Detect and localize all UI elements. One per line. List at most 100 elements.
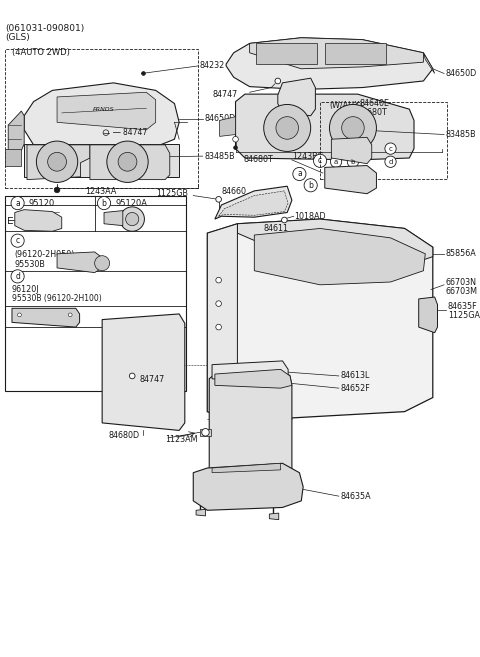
Text: 84680D: 84680D <box>109 430 140 440</box>
Circle shape <box>95 256 109 271</box>
Text: 95120: 95120 <box>29 198 55 208</box>
Circle shape <box>118 152 137 171</box>
Text: 84680T: 84680T <box>358 108 387 118</box>
Text: 85856A: 85856A <box>446 249 477 258</box>
Text: a: a <box>334 159 338 165</box>
Circle shape <box>11 270 24 283</box>
Polygon shape <box>219 117 236 137</box>
Polygon shape <box>218 191 288 216</box>
Circle shape <box>276 117 299 139</box>
Text: c: c <box>15 236 20 245</box>
Text: 1125GA: 1125GA <box>448 311 480 321</box>
Circle shape <box>48 152 66 171</box>
Circle shape <box>11 196 24 210</box>
Text: 66703N: 66703N <box>446 277 477 286</box>
Polygon shape <box>236 94 414 160</box>
Text: 84613L: 84613L <box>341 371 370 380</box>
Polygon shape <box>209 369 292 479</box>
Circle shape <box>216 277 221 283</box>
Polygon shape <box>419 297 437 332</box>
Circle shape <box>293 168 306 181</box>
Circle shape <box>282 217 287 223</box>
Circle shape <box>97 196 110 210</box>
Text: (GLS): (GLS) <box>5 34 30 42</box>
Circle shape <box>130 373 135 378</box>
Circle shape <box>329 104 376 151</box>
Text: c: c <box>389 146 393 152</box>
Polygon shape <box>57 252 102 273</box>
Text: 84635F: 84635F <box>448 302 478 311</box>
Circle shape <box>142 72 145 76</box>
Polygon shape <box>215 186 292 219</box>
Text: 84650D: 84650D <box>446 69 477 78</box>
Text: 84680T: 84680T <box>243 156 273 164</box>
Text: 84660: 84660 <box>221 187 246 196</box>
Circle shape <box>68 313 72 317</box>
Circle shape <box>385 143 396 154</box>
Circle shape <box>126 212 139 225</box>
Text: 1243BC: 1243BC <box>292 152 323 160</box>
Text: 84652F: 84652F <box>341 384 371 393</box>
Text: T: T <box>285 124 289 133</box>
Text: a: a <box>297 170 302 179</box>
Polygon shape <box>278 78 315 116</box>
Text: b: b <box>308 181 313 190</box>
Text: a: a <box>15 198 20 208</box>
Text: 96120J: 96120J <box>12 285 39 294</box>
Circle shape <box>120 207 144 231</box>
Polygon shape <box>5 148 22 166</box>
Polygon shape <box>207 219 433 421</box>
Text: 84232: 84232 <box>200 62 225 70</box>
Polygon shape <box>8 111 24 150</box>
Text: (061031-090801): (061031-090801) <box>5 24 84 33</box>
Polygon shape <box>104 211 123 225</box>
Polygon shape <box>24 83 179 150</box>
Text: T: T <box>55 157 60 166</box>
Text: 1125GB: 1125GB <box>156 189 189 198</box>
Circle shape <box>264 104 311 151</box>
Text: 83485B: 83485B <box>446 130 477 139</box>
Bar <box>320 102 447 179</box>
Text: (4AUTO 2WD): (4AUTO 2WD) <box>12 49 70 57</box>
Circle shape <box>313 154 327 168</box>
Polygon shape <box>215 369 292 388</box>
Polygon shape <box>423 53 435 74</box>
Polygon shape <box>27 145 90 179</box>
Polygon shape <box>90 145 170 179</box>
Circle shape <box>36 141 78 183</box>
Text: b: b <box>351 159 355 165</box>
Text: 83485B: 83485B <box>204 152 235 160</box>
Polygon shape <box>57 92 156 130</box>
Polygon shape <box>254 229 425 285</box>
Polygon shape <box>325 166 376 194</box>
Circle shape <box>107 141 148 183</box>
Polygon shape <box>200 428 211 436</box>
Text: ― 84747: ― 84747 <box>113 128 148 137</box>
Bar <box>256 43 317 64</box>
Circle shape <box>233 137 239 142</box>
Text: 95530B (96120-2H100): 95530B (96120-2H100) <box>12 294 102 304</box>
Circle shape <box>330 156 342 168</box>
Polygon shape <box>193 463 303 510</box>
Circle shape <box>234 146 238 150</box>
Text: T: T <box>125 157 130 166</box>
Bar <box>5 49 198 188</box>
Circle shape <box>202 428 209 436</box>
Text: 84747: 84747 <box>212 89 237 99</box>
Text: 84611: 84611 <box>264 224 288 233</box>
Circle shape <box>18 313 22 317</box>
Polygon shape <box>207 224 238 421</box>
Text: d: d <box>388 159 393 165</box>
Text: 84650D: 84650D <box>204 114 236 123</box>
Text: T: T <box>351 124 355 133</box>
Circle shape <box>275 78 281 84</box>
Circle shape <box>216 325 221 330</box>
Circle shape <box>342 117 364 139</box>
Circle shape <box>355 176 360 181</box>
Text: b: b <box>102 198 107 208</box>
Polygon shape <box>102 314 185 430</box>
Polygon shape <box>196 509 205 516</box>
Text: PRNDS: PRNDS <box>93 106 115 112</box>
Text: 1018AD: 1018AD <box>294 212 325 221</box>
Circle shape <box>54 187 60 193</box>
